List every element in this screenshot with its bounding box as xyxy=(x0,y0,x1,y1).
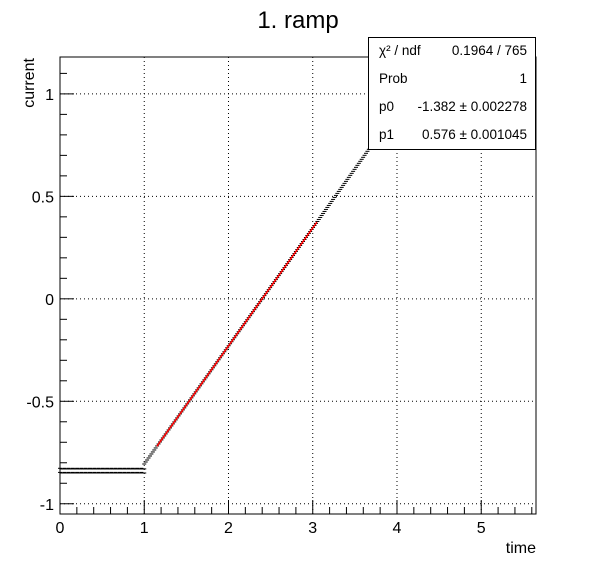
x-tick-label: 4 xyxy=(393,520,402,537)
y-tick-label: 0 xyxy=(45,292,54,309)
y-tick-label: -1 xyxy=(40,497,54,514)
stats-key: p0 xyxy=(379,99,395,114)
x-tick-label: 0 xyxy=(56,520,65,537)
stats-value: -1.382 ± 0.002278 xyxy=(417,99,528,114)
stats-row-p0: p0 -1.382 ± 0.002278 xyxy=(369,94,535,122)
y-tick-label: 0.5 xyxy=(32,189,54,206)
y-tick-label: 1 xyxy=(45,87,54,104)
stats-row-prob: Prob 1 xyxy=(369,66,535,94)
chart-title: 1. ramp xyxy=(257,7,338,34)
fit-line xyxy=(156,221,318,447)
x-tick-label: 3 xyxy=(308,520,317,537)
stats-row-chi2: χ² / ndf 0.1964 / 765 xyxy=(369,38,535,66)
y-axis-label: current xyxy=(21,57,38,107)
stats-key: p1 xyxy=(379,127,395,142)
stats-key: χ² / ndf xyxy=(379,43,421,58)
plot-frame xyxy=(59,56,537,515)
x-axis-label: time xyxy=(506,540,536,557)
data-points-layer xyxy=(58,144,374,474)
fit-statistics-box: χ² / ndf 0.1964 / 765 Prob 1 p0 -1.382 ±… xyxy=(368,37,536,150)
stats-value: 0.1964 / 765 xyxy=(451,43,527,58)
stats-value: 1 xyxy=(519,71,527,86)
fit-line-layer xyxy=(156,221,318,447)
stats-row-p1: p1 0.576 ± 0.001045 xyxy=(369,122,535,150)
stats-key: Prob xyxy=(379,71,408,86)
y-tick-label: -0.5 xyxy=(26,394,54,411)
stats-value: 0.576 ± 0.001045 xyxy=(421,127,527,142)
x-tick-label: 1 xyxy=(140,520,149,537)
x-tick-label: 2 xyxy=(224,520,233,537)
axes-layer: 0 1 2 3 4 5 -1 -0.5 0 0.5 1 xyxy=(26,56,537,537)
x-tick-label: 5 xyxy=(477,520,486,537)
